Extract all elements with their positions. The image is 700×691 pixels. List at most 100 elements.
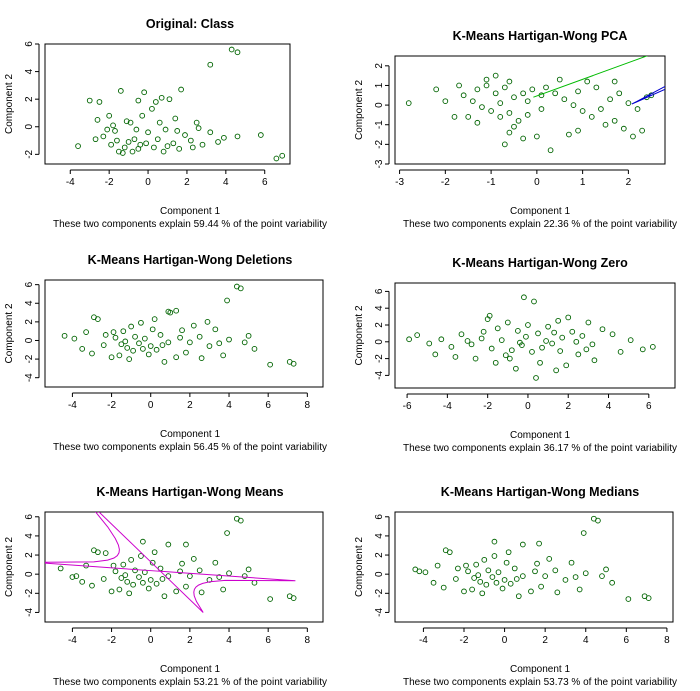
data-point [611,117,618,124]
y-axis-label: Component 2 [354,537,365,597]
data-point [158,94,165,101]
y-tick-label: 4 [374,533,385,539]
data-point [453,576,459,582]
data-point [118,575,125,581]
data-point [492,90,499,97]
data-point [556,76,563,83]
data-point [267,361,273,368]
data-point [138,553,144,559]
data-point [120,328,127,335]
data-point [165,308,172,315]
data-point [220,586,227,593]
data-point [504,319,511,326]
data-point [106,112,113,119]
data-point [170,140,177,147]
data-point [499,585,506,592]
y-tick-label: 2 [374,63,385,69]
data-point [543,84,549,91]
y-tick-label: 6 [374,288,385,294]
cluster-ellipse [45,512,296,613]
data-point [456,82,462,89]
data-point [609,579,615,586]
data-point [149,559,156,566]
data-point [448,343,455,350]
data-point [110,562,117,569]
data-point [212,559,219,566]
data-point [547,147,554,154]
x-tick-label: -2 [483,401,492,412]
x-tick-label: -4 [68,635,77,646]
x-tick-label: 6 [265,635,271,646]
data-point [116,352,123,359]
data-point [119,150,126,156]
data-point [557,348,564,354]
data-point [584,78,591,85]
data-point [582,570,589,577]
data-point [570,102,577,108]
x-tick-label: 0 [525,401,531,412]
variability-note: These two components explain 59.44 % of … [53,219,327,230]
data-point [198,355,205,362]
data-point [480,328,487,335]
data-point [595,517,601,524]
data-point [566,131,572,138]
data-point [533,375,539,381]
x-tick-label: -3 [395,177,404,188]
data-point [520,135,526,142]
data-point [502,352,509,359]
data-point [130,581,136,588]
chart-panel: K-Means Hartigan-Wong Zero -6 -4 -2 0 2 4 6 -4 -2… [354,256,677,454]
data-point [460,92,467,99]
data-point [511,123,517,130]
data-point [135,97,142,104]
data-point [463,562,469,569]
chart-panel: K-Means Hartigan-Wong Means -4 -2 0 2 4 6 8 -4 -2… [4,485,327,688]
data-point [206,343,213,349]
data-point [531,298,537,305]
data-point [245,332,252,339]
data-point [432,351,439,358]
data-point [173,307,180,314]
x-tick-label: -6 [403,401,412,412]
data-point [108,141,114,148]
data-point [116,586,123,593]
data-point [102,332,109,338]
y-axis-label: Component 2 [4,74,15,134]
data-point [149,105,155,112]
y-tick-label: -4 [24,608,35,617]
data-point [426,340,433,347]
y-axis-label: Component 2 [354,305,365,365]
x-tick-label: 1 [580,177,586,188]
chart-title: K-Means Hartigan-Wong Zero [452,256,628,270]
data-point [634,106,641,112]
data-point [151,144,157,151]
data-point [630,133,636,140]
data-point [125,139,132,145]
x-tick-label: 8 [305,635,311,646]
x-axis-label: Component 1 [510,206,570,217]
data-point [461,588,467,595]
data-point [112,128,118,134]
data-point [611,78,618,85]
x-tick-label: 2 [626,177,632,188]
data-point [534,560,540,567]
data-point [575,127,581,134]
data-point [179,327,185,334]
x-tick-label: 4 [226,635,232,646]
data-point [151,549,158,556]
data-point [593,84,600,91]
data-point [552,90,559,97]
data-point [257,132,264,138]
y-tick-label: 4 [24,300,35,306]
data-point [145,129,151,136]
data-point [61,332,68,339]
data-point [442,547,449,554]
data-point [551,329,557,336]
data-point [199,141,206,148]
data-point [147,343,154,349]
data-point [616,90,623,97]
data-point [100,342,107,348]
data-point [565,314,572,321]
data-point [143,140,149,147]
data-point [196,567,203,574]
